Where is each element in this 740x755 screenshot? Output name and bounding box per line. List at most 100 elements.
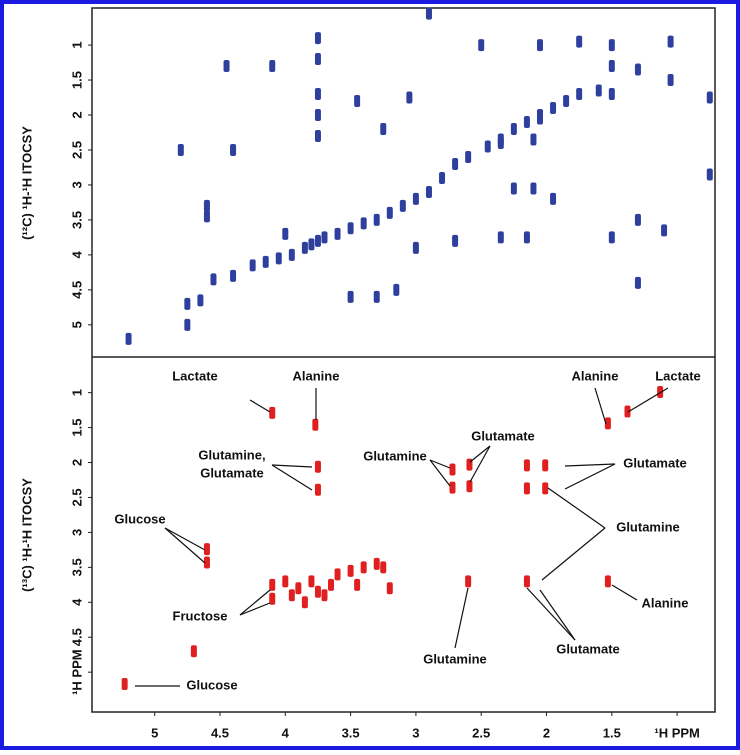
peak [550,192,557,205]
peak [399,199,406,212]
annotation-arrow [611,584,638,601]
peak [314,585,321,598]
peak [449,463,456,476]
peak [121,678,128,691]
peak [425,7,432,20]
annotation-arrow [429,459,451,469]
peak [354,95,361,108]
peak [439,171,446,184]
annotation-arrow [564,463,616,467]
peak [282,575,289,588]
y-tick-label: 4 [69,598,84,606]
peak [230,269,237,282]
peak [452,157,459,170]
peak [308,575,315,588]
peak [386,206,393,219]
annotation: Lactate [655,368,701,383]
peak [530,133,537,146]
peak [295,582,302,595]
annotation-arrow [164,527,206,564]
annotation: Glutamine [616,519,680,534]
y-axis-title: (¹²C) ¹H-¹H ITOCSY [19,126,34,240]
peak [608,39,615,52]
y-tick-label: 4.5 [69,281,84,299]
annotation: Alanine [642,595,689,610]
peak [269,578,276,591]
peak [314,460,321,473]
peak [510,182,517,195]
peak [373,213,380,226]
peak [230,143,237,156]
x-tick-label: 4.5 [211,725,229,740]
y-tick-label: 1 [69,389,84,396]
peak [425,185,432,198]
y-tick-label: 1 [69,41,84,48]
peak [321,589,328,602]
annotation-arrow [164,527,206,551]
annotation: Glucose [186,677,237,692]
peak [197,294,204,307]
peak [523,116,530,129]
y-tick-label: 2.5 [69,141,84,159]
peak [657,385,664,398]
annotation: Lactate [172,368,218,383]
peak [576,88,583,101]
peak [406,91,413,104]
x-tick-label: ¹H PPM [654,725,700,740]
peak [478,39,485,52]
x-tick-label: 1.5 [603,725,621,740]
peak [249,259,256,272]
y-axis-title: (¹³C) ¹H-¹H ITOCSY [19,478,34,592]
y-tick-label: 1.5 [69,419,84,437]
peak [563,95,570,108]
annotation: Glutamate [556,641,620,656]
peak [314,88,321,101]
x-tick-label: 3 [412,725,419,740]
annotation-arrow [564,463,616,490]
peak [510,122,517,135]
peak [550,102,557,115]
peak [314,53,321,66]
peak [347,564,354,577]
peak [314,109,321,122]
peak [497,136,504,149]
annotation: Glutamate [471,428,535,443]
peak [288,589,295,602]
x-tick-label: 2.5 [472,725,490,740]
peak [523,575,530,588]
annotation-arrow [594,387,607,425]
peak [314,32,321,45]
peak [269,592,276,605]
peak [386,582,393,595]
x-tick-label: 2 [543,725,550,740]
peak [125,332,132,345]
annotation-arrow [526,587,576,641]
y-tick-label: 4 [69,251,84,259]
peak [328,578,335,591]
peak [282,227,289,240]
peak [608,88,615,101]
annotation-arrow [271,464,313,468]
annotation: Glutamine [423,651,487,666]
y-tick-label: 2.5 [69,488,84,506]
peak [354,578,361,591]
peak [184,297,191,310]
peak [262,255,269,268]
peak [542,459,549,472]
peak [465,150,472,163]
peak [275,252,282,265]
peak [314,129,321,142]
peak [347,290,354,303]
annotation-arrow [271,464,313,491]
peak [608,60,615,73]
peak [314,234,321,247]
annotation: Glutamine [363,448,427,463]
annotation-arrow [469,445,491,483]
peak [203,543,210,556]
peak [412,241,419,254]
peak [667,74,674,87]
peak [536,112,543,125]
x-tick-label: 3.5 [342,725,360,740]
peak [412,192,419,205]
peak [210,273,217,286]
